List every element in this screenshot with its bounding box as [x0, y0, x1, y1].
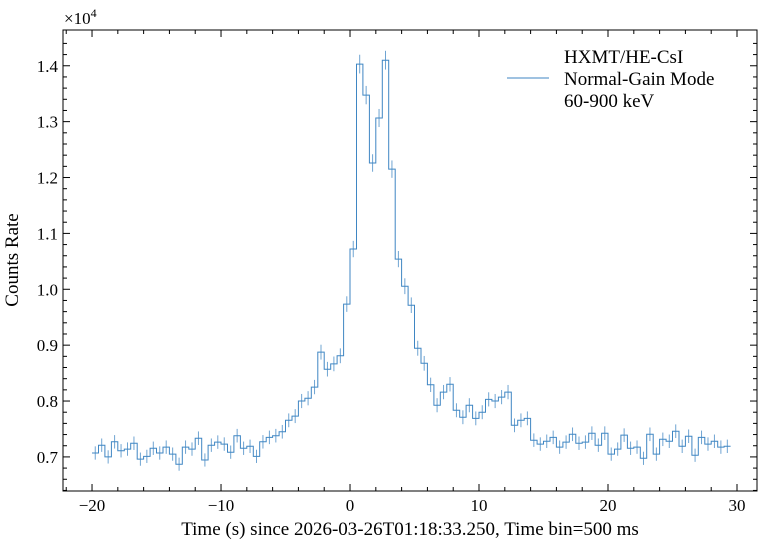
y-tick-label: 1.2	[37, 169, 58, 188]
y-tick-label: 0.9	[37, 336, 58, 355]
x-tick-label: −10	[208, 496, 235, 515]
axis-ticks: −20 −10 0 10 20 30 0.7 0.8 0.9 1.0 1.1 1.2 1.3 1.4	[37, 30, 757, 515]
y-axis-label: Counts Rate	[2, 213, 23, 306]
legend: HXMT/HE-CsI Normal-Gain Mode 60-900 keV	[507, 47, 714, 112]
axes-frame	[62, 29, 758, 492]
y-tick-label: 1.1	[37, 224, 58, 243]
y-scale-label: ×104	[64, 6, 97, 28]
y-tick-label: 1.3	[37, 113, 58, 132]
legend-line-1: HXMT/HE-CsI	[564, 47, 683, 68]
x-tick-label: 20	[600, 496, 617, 515]
legend-line-2: Normal-Gain Mode	[564, 69, 714, 90]
y-tick-label: 0.7	[37, 448, 59, 467]
y-tick-label: 1.0	[37, 280, 58, 299]
x-tick-label: 30	[729, 496, 746, 515]
y-tick-label: 0.8	[37, 392, 58, 411]
x-tick-label: 0	[346, 496, 355, 515]
light-curve-step-line	[92, 59, 731, 465]
y-tick-label: 1.4	[37, 57, 59, 76]
plot-marks	[92, 50, 731, 471]
legend-line-3: 60-900 keV	[564, 91, 655, 112]
x-axis-label: Time (s) since 2026-03-26T01:18:33.250, …	[181, 519, 639, 540]
x-tick-label: 10	[471, 496, 488, 515]
x-tick-label: −20	[79, 496, 106, 515]
